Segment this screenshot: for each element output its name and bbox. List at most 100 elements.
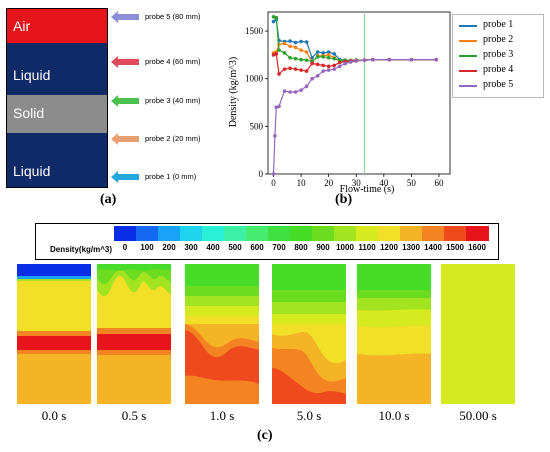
series-line-probe-4 bbox=[273, 53, 437, 76]
point-probe-4-8 bbox=[310, 61, 314, 66]
point-probe-5-18 bbox=[362, 58, 367, 62]
x-tick-label-6: 60 bbox=[434, 178, 444, 188]
y-tick-label-0: 0 bbox=[259, 169, 264, 179]
point-probe-3-0 bbox=[271, 14, 276, 19]
x-axis-label: Flow-time (s) bbox=[340, 184, 395, 195]
colorbar-cell-3 bbox=[180, 226, 203, 241]
point-probe-1-6 bbox=[299, 39, 303, 44]
y-tick-label-3: 1500 bbox=[245, 26, 264, 36]
colorbar-tick-10: 1000 bbox=[336, 243, 354, 252]
x-tick-label-2: 20 bbox=[324, 178, 334, 188]
arrow-left-icon bbox=[111, 133, 139, 145]
chart-legend: probe 1 probe 2 probe 3 probe 4 probe 5 bbox=[452, 14, 544, 98]
colorbar-cell-11 bbox=[356, 226, 379, 241]
point-probe-1-5 bbox=[293, 40, 298, 45]
point-probe-3-1 bbox=[274, 15, 279, 20]
point-probe-2-7 bbox=[304, 50, 309, 54]
y-axis-label: Density (kg/m^3) bbox=[228, 57, 239, 128]
x-tick-label-5: 50 bbox=[407, 178, 417, 188]
point-probe-3-7 bbox=[304, 58, 309, 62]
point-probe-5-15 bbox=[343, 61, 348, 66]
plot-frame bbox=[267, 11, 451, 175]
point-probe-5-11 bbox=[321, 69, 325, 73]
colorbar-tick-3: 300 bbox=[184, 243, 198, 252]
panel-a-label: (a) bbox=[100, 192, 117, 207]
probe-1-label: probe 1 (0 mm) bbox=[145, 172, 197, 181]
series-line-probe-1 bbox=[273, 18, 437, 62]
snapshot-t0-5 bbox=[97, 264, 171, 404]
point-probe-5-5 bbox=[288, 90, 292, 94]
colorbar-tick-6: 600 bbox=[250, 243, 264, 252]
point-probe-2-3 bbox=[282, 41, 287, 46]
x-tick-label-0: 0 bbox=[271, 178, 276, 188]
point-probe-3-2 bbox=[277, 48, 281, 52]
layer-liquid-upper: Liquid bbox=[7, 43, 107, 95]
snapshot-t50 bbox=[441, 264, 515, 404]
point-probe-5-20 bbox=[387, 57, 392, 62]
probe-4-label: probe 4 (60 mm) bbox=[145, 57, 201, 66]
colorbar-tick-8: 800 bbox=[294, 243, 308, 252]
point-probe-4-1 bbox=[274, 52, 279, 56]
colorbar-cell-10 bbox=[334, 226, 357, 241]
colorbar-tick-0: 0 bbox=[122, 243, 128, 252]
panel-b-label: (b) bbox=[335, 192, 353, 207]
probe-5-label: probe 5 (80 mm) bbox=[145, 12, 201, 21]
colorbar-title: Density(kg/m^3) bbox=[50, 245, 113, 254]
point-probe-5-10 bbox=[315, 74, 320, 78]
probe-3-label: probe 3 (40 mm) bbox=[145, 96, 201, 105]
density-colorbar: Density(kg/m^3) 0 100 200 300 400 500 600 700 80… bbox=[35, 223, 499, 260]
point-probe-3-11 bbox=[326, 55, 331, 60]
point-probe-3-12 bbox=[332, 56, 336, 61]
arrow-left-icon bbox=[111, 171, 139, 183]
point-probe-4-3 bbox=[282, 67, 287, 71]
point-probe-5-22 bbox=[434, 57, 439, 62]
series-group bbox=[271, 14, 439, 176]
point-probe-3-10 bbox=[321, 54, 325, 59]
time-label-2: 1.0 s bbox=[209, 408, 235, 423]
point-probe-3-4 bbox=[288, 55, 292, 60]
point-probe-5-9 bbox=[310, 76, 314, 81]
point-probe-5-13 bbox=[332, 67, 336, 71]
point-probe-5-2 bbox=[274, 105, 279, 110]
point-probe-3-6 bbox=[299, 57, 303, 62]
colorbar-tick-2: 200 bbox=[162, 243, 176, 252]
colorbar-cell-4 bbox=[202, 226, 225, 241]
colorbar-tick-14: 1400 bbox=[424, 243, 442, 252]
point-probe-5-3 bbox=[277, 104, 281, 109]
point-probe-4-12 bbox=[332, 63, 336, 68]
point-probe-1-10 bbox=[321, 51, 325, 55]
point-probe-2-4 bbox=[288, 44, 292, 49]
time-label-4: 10.0 s bbox=[378, 408, 410, 423]
snapshot-t5 bbox=[272, 264, 346, 404]
colorbar-tick-4: 400 bbox=[206, 243, 220, 252]
point-probe-5-12 bbox=[326, 68, 331, 72]
colorbar-cell-12 bbox=[378, 226, 401, 241]
colorbar-tick-11: 1100 bbox=[358, 243, 376, 252]
point-probe-4-4 bbox=[288, 66, 292, 71]
point-probe-2-6 bbox=[299, 48, 303, 52]
colorbar-tick-1: 100 bbox=[140, 243, 154, 252]
time-label-1: 0.5 s bbox=[121, 408, 147, 423]
arrow-left-icon bbox=[111, 95, 139, 107]
point-probe-4-9 bbox=[315, 62, 320, 67]
point-probe-3-9 bbox=[315, 54, 320, 59]
colorbar-tick-12: 1200 bbox=[380, 243, 398, 252]
point-probe-5-17 bbox=[354, 59, 359, 63]
point-probe-4-6 bbox=[299, 68, 303, 72]
colorbar-cell-16 bbox=[466, 226, 489, 241]
colorbar-tick-5: 500 bbox=[228, 243, 242, 252]
point-probe-1-0 bbox=[271, 19, 276, 24]
colorbar-cell-13 bbox=[400, 226, 423, 241]
time-label-5: 50.00 s bbox=[459, 408, 497, 423]
colorbar-cell-1 bbox=[136, 226, 159, 241]
point-probe-5-19 bbox=[370, 57, 375, 62]
point-probe-5-4 bbox=[282, 89, 287, 93]
snapshot-t10 bbox=[357, 264, 431, 404]
point-probe-1-9 bbox=[315, 50, 320, 54]
time-label-3: 5.0 s bbox=[296, 408, 322, 423]
colorbar-tick-15: 1500 bbox=[446, 243, 464, 252]
colorbar-cell-9 bbox=[312, 226, 335, 241]
point-probe-4-7 bbox=[304, 69, 309, 73]
colorbar-cell-8 bbox=[290, 226, 313, 241]
